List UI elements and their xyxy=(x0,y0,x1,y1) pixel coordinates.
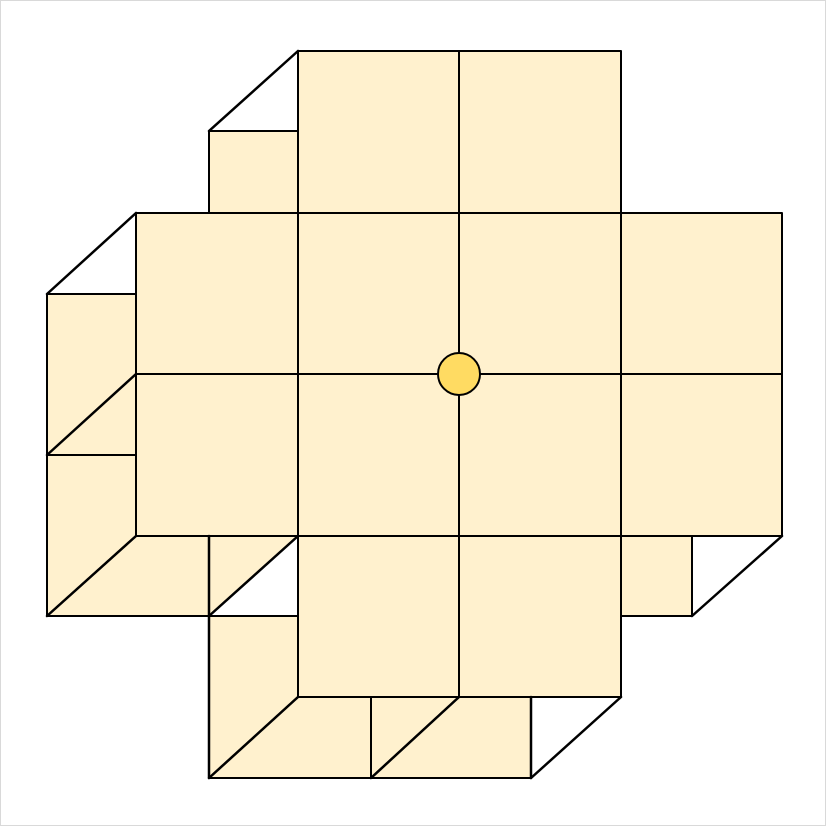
front-face-bottom-left xyxy=(297,535,460,698)
edge-mid-bottom-diagonal xyxy=(207,534,300,618)
front-face-top-left xyxy=(297,50,460,214)
front-face-top-right xyxy=(458,50,622,214)
front-face-row1-col2 xyxy=(297,212,460,375)
front-face-row2-col2 xyxy=(297,373,460,537)
edge-left-mid-diagonal xyxy=(45,372,138,457)
back-face-left-upper xyxy=(46,293,137,456)
front-face-row2-col4 xyxy=(620,373,783,537)
edge-right-bottom-diagonal xyxy=(690,534,784,618)
edge-lower-right-diagonal xyxy=(529,695,623,780)
edge-left-bottom-diagonal xyxy=(45,534,138,618)
edge-lower-left-diagonal xyxy=(207,695,300,780)
front-face-row1-col4 xyxy=(620,212,783,375)
back-face-right-lower xyxy=(620,535,693,617)
center-marker-circle xyxy=(437,352,481,396)
faces-layer xyxy=(46,50,783,779)
edges-layer xyxy=(45,49,784,780)
front-face-row1-col1 xyxy=(135,212,299,375)
front-face-bottom-right xyxy=(458,535,622,698)
front-face-row2-col3 xyxy=(458,373,622,537)
back-face-top-left xyxy=(208,130,299,214)
markers-layer xyxy=(437,352,481,396)
edge-lower-mid-diagonal xyxy=(369,695,461,780)
edge-top-left-diagonal xyxy=(207,49,300,133)
front-face-row1-col3 xyxy=(458,212,622,375)
front-face-row2-col1 xyxy=(135,373,299,537)
edge-left-top-diagonal xyxy=(45,211,138,296)
